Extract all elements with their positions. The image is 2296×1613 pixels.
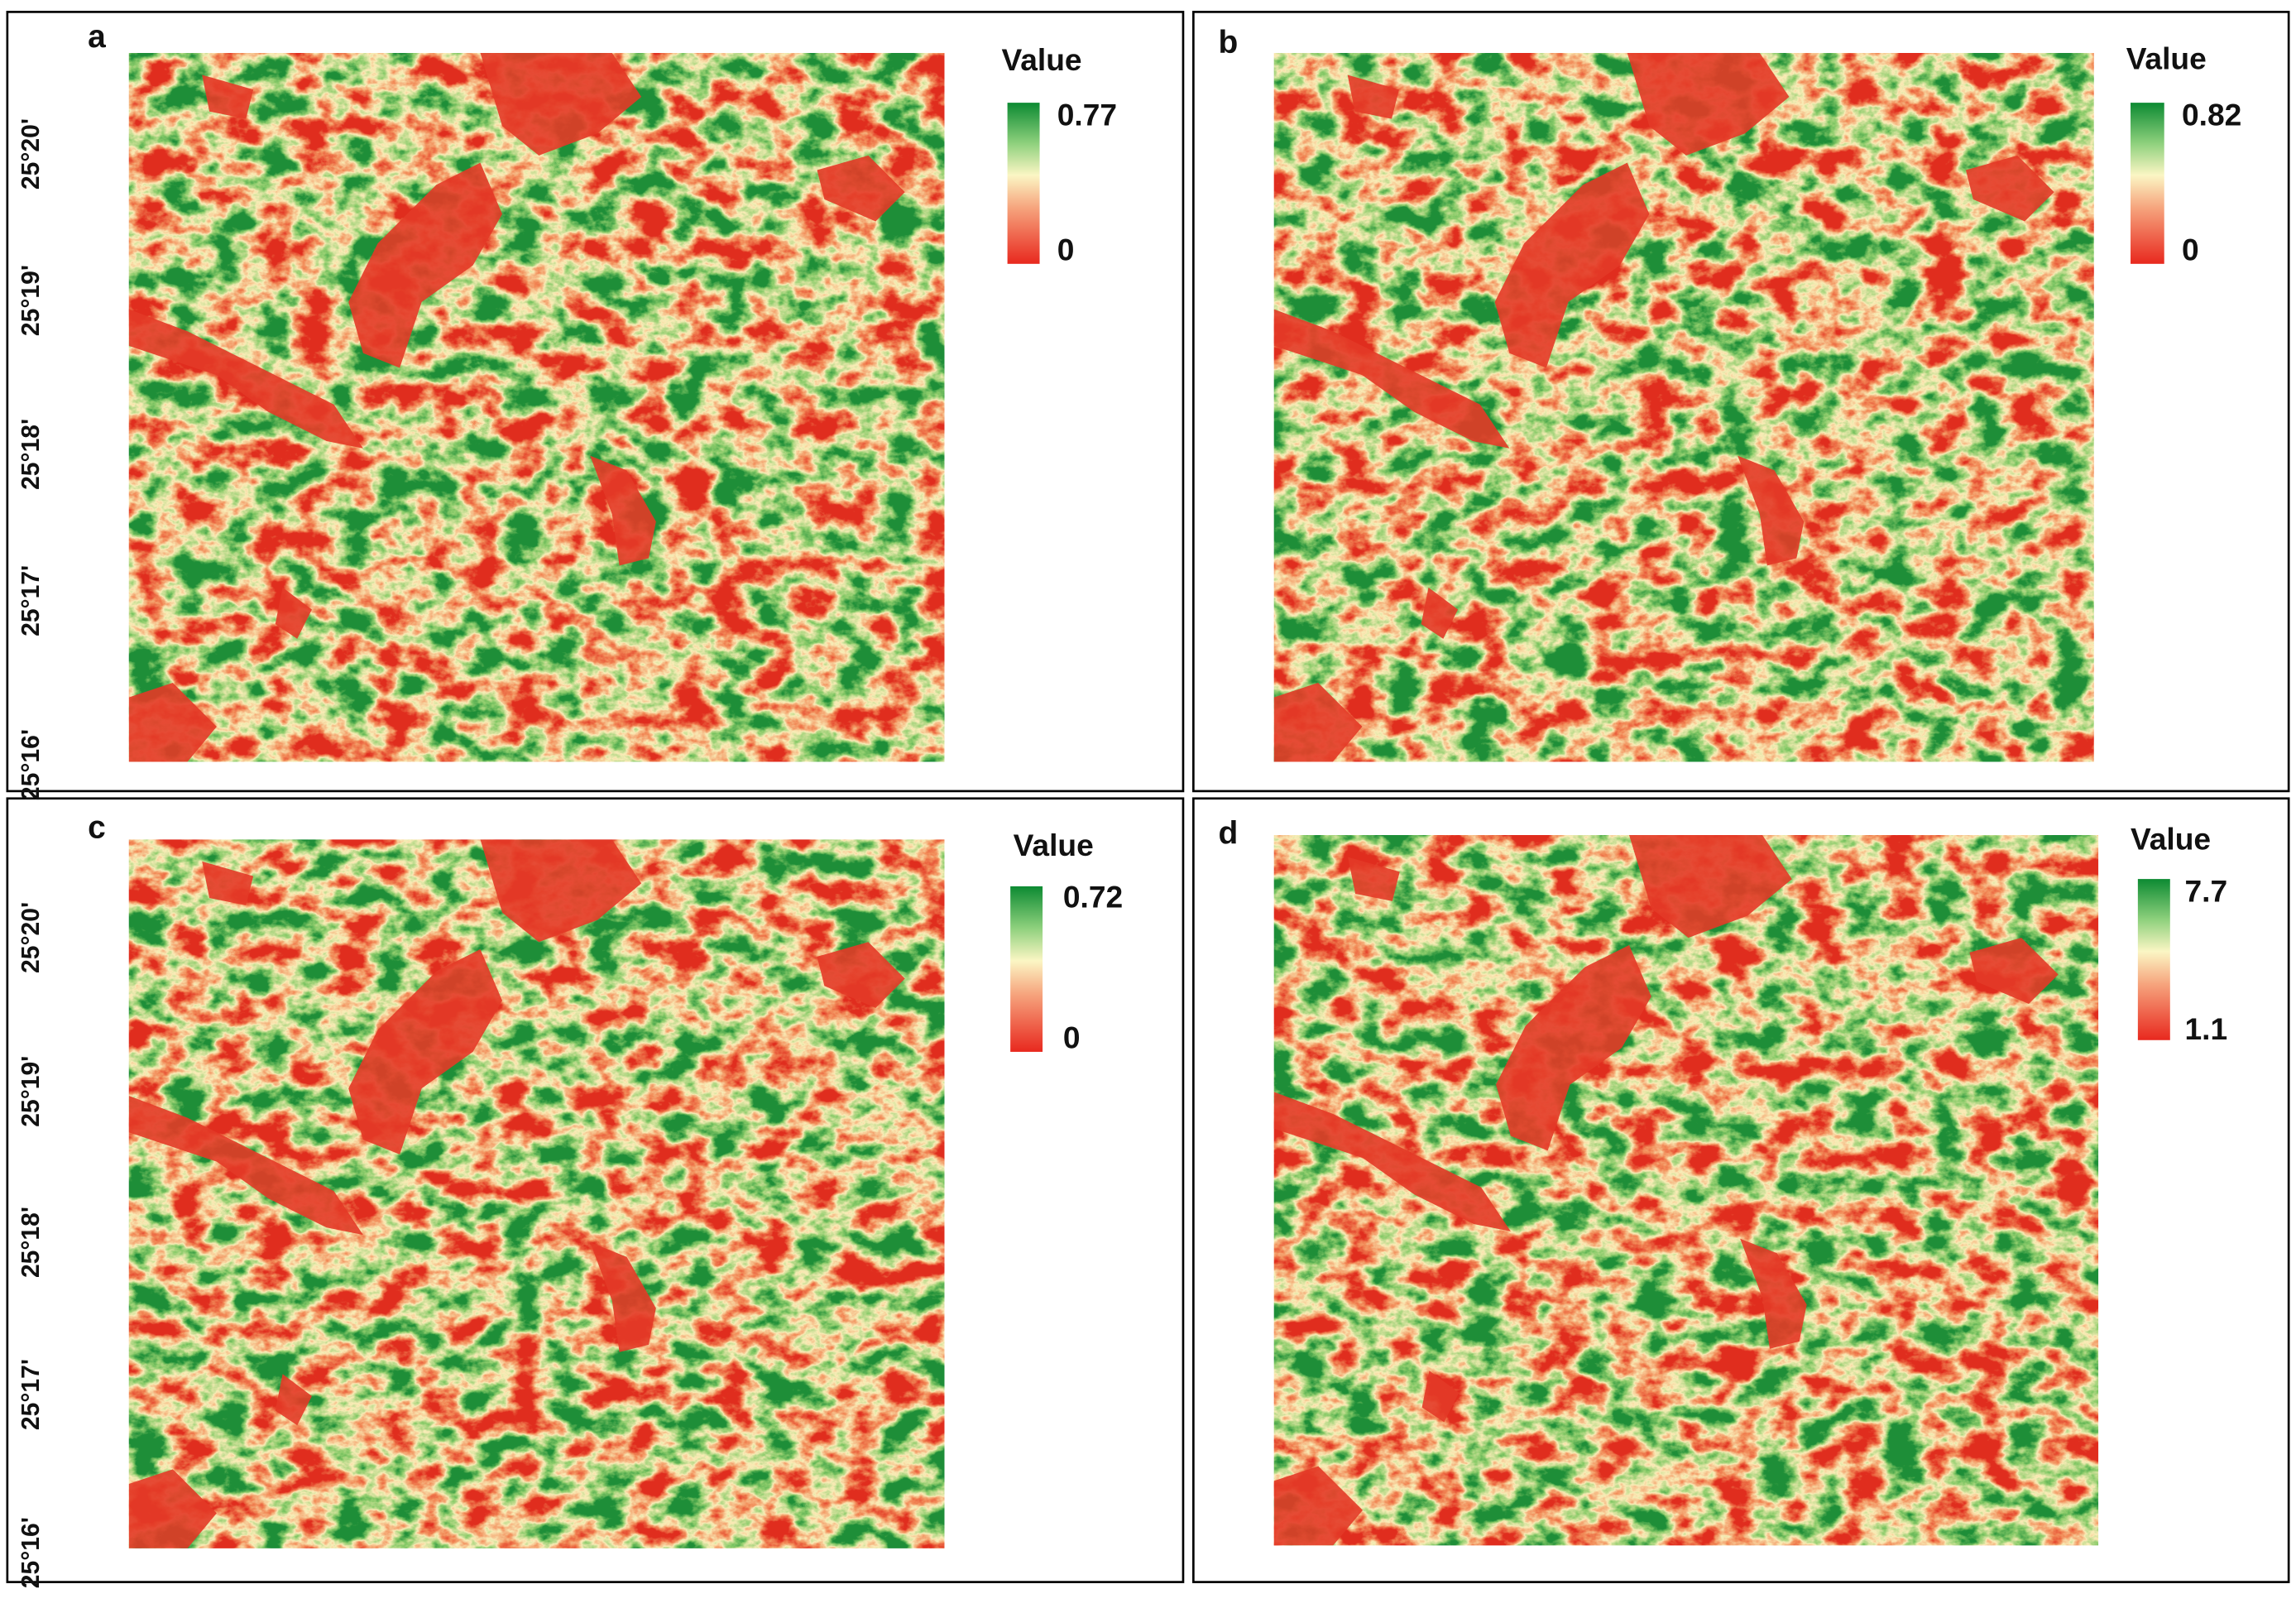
urban-area bbox=[275, 1374, 312, 1426]
latitude-label: 25°18' bbox=[17, 1207, 45, 1278]
urban-area bbox=[1273, 1466, 1364, 1546]
urban-area bbox=[1965, 155, 2054, 222]
urban-area bbox=[1740, 1238, 1807, 1349]
urban-area bbox=[590, 455, 656, 566]
urban-area bbox=[128, 1096, 363, 1236]
legend-title: Value bbox=[1002, 42, 1082, 77]
legend-title: Value bbox=[2126, 41, 2207, 75]
urban-area bbox=[348, 949, 503, 1155]
urban-area bbox=[1627, 52, 1790, 156]
raster-map bbox=[128, 839, 945, 1548]
urban-area bbox=[1273, 682, 1363, 762]
map-panel: b Value 0.82 0 bbox=[1192, 11, 2290, 793]
legend-min: 0 bbox=[2182, 232, 2199, 266]
legend-max: 0.82 bbox=[2182, 98, 2241, 132]
legend-title: Value bbox=[2131, 822, 2211, 857]
raster-texture bbox=[1273, 52, 2094, 762]
panel-label: c bbox=[88, 810, 106, 846]
raster-map bbox=[1273, 52, 2094, 762]
urban-area bbox=[1347, 74, 1399, 119]
urban-area bbox=[1494, 162, 1650, 368]
urban-area bbox=[480, 52, 642, 156]
latitude-label: 25°16' bbox=[17, 1517, 45, 1588]
panel-frame bbox=[1192, 11, 2290, 793]
latitude-label: 25°20' bbox=[17, 902, 45, 973]
legend-title: Value bbox=[1014, 828, 1094, 862]
panel-frame bbox=[6, 11, 1185, 793]
urban-area bbox=[1629, 835, 1792, 939]
urban-area bbox=[1421, 1371, 1460, 1423]
latitude-label: 25°16' bbox=[17, 729, 45, 800]
raster-texture bbox=[1273, 835, 2099, 1546]
latitude-label: 25°17' bbox=[17, 565, 45, 636]
urban-area bbox=[128, 309, 363, 449]
urban-area bbox=[590, 1242, 656, 1352]
raster-texture bbox=[128, 52, 945, 762]
legend-colorbar bbox=[1007, 103, 1040, 264]
urban-area bbox=[1348, 857, 1400, 901]
latitude-label: 25°18' bbox=[17, 419, 45, 490]
legend-colorbar bbox=[1010, 886, 1043, 1052]
urban-area bbox=[202, 861, 254, 905]
map-panel: a Value 0.77 0 bbox=[6, 11, 1185, 793]
urban-area bbox=[1421, 587, 1459, 639]
urban-area bbox=[202, 74, 254, 119]
legend-min: 0 bbox=[1063, 1020, 1081, 1055]
latitude-label: 25°20' bbox=[17, 118, 45, 190]
urban-area bbox=[348, 162, 503, 368]
legend-max: 0.72 bbox=[1063, 880, 1123, 915]
urban-area bbox=[275, 587, 312, 639]
urban-area bbox=[128, 1469, 217, 1548]
legend-colorbar bbox=[2131, 103, 2164, 264]
panel-frame bbox=[1192, 797, 2290, 1583]
raster-texture bbox=[128, 839, 945, 1548]
panel-label: d bbox=[1218, 816, 1238, 852]
legend-max: 0.77 bbox=[1057, 98, 1117, 132]
latitude-label: 25°19' bbox=[17, 1056, 45, 1127]
latitude-label: 25°19' bbox=[17, 265, 45, 336]
urban-area bbox=[1969, 938, 2059, 1004]
urban-area bbox=[128, 682, 217, 762]
urban-area bbox=[480, 839, 642, 943]
urban-area bbox=[1273, 309, 1510, 449]
urban-area bbox=[1273, 1092, 1511, 1231]
legend-colorbar bbox=[2137, 879, 2170, 1040]
legend-min: 0 bbox=[1057, 232, 1075, 266]
legend-max: 7.7 bbox=[2184, 874, 2227, 909]
legend-min: 1.1 bbox=[2184, 1011, 2227, 1046]
panel-label: b bbox=[1218, 25, 1238, 60]
map-panel: d Value 7.7 1.1 bbox=[1192, 797, 2290, 1583]
urban-area bbox=[817, 942, 905, 1008]
urban-area bbox=[1738, 455, 1805, 566]
panel-frame bbox=[6, 797, 1185, 1583]
raster-map bbox=[128, 52, 945, 762]
urban-area bbox=[1496, 945, 1651, 1151]
urban-area bbox=[817, 155, 905, 222]
panel-label: a bbox=[88, 19, 106, 55]
latitude-label: 25°17' bbox=[17, 1359, 45, 1430]
map-panel: c Value 0.72 0 bbox=[6, 797, 1185, 1583]
raster-map bbox=[1273, 835, 2099, 1546]
